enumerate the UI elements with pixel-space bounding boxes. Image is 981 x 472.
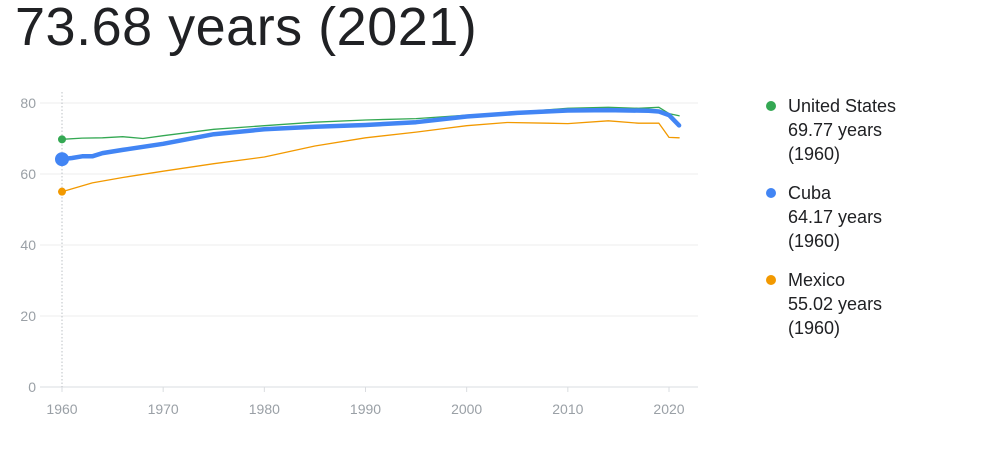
y-tick-label: 40: [20, 237, 36, 253]
legend-dot-cuba: [766, 188, 776, 198]
legend-item-mexico[interactable]: Mexico 55.02 years (1960): [766, 268, 966, 340]
page-title: 73.68 years (2021): [15, 0, 478, 57]
legend-dot-mexico: [766, 275, 776, 285]
legend-year: (1960): [788, 231, 841, 251]
x-tick-label: 2010: [552, 401, 583, 417]
legend-name: United States: [788, 96, 897, 116]
legend-item-united-states[interactable]: United States 69.77 years (1960): [766, 94, 966, 166]
hover-point-cuba: [55, 152, 69, 167]
hover-point-mexico: [58, 187, 66, 196]
y-tick-label: 20: [20, 308, 36, 324]
legend-value: 69.77 years: [788, 120, 883, 140]
series-line-cuba: [59, 107, 682, 162]
hover-point-united-states: [58, 135, 66, 144]
legend-item-cuba[interactable]: Cuba 64.17 years (1960): [766, 181, 966, 253]
y-tick-label: 60: [20, 166, 36, 182]
x-tick-label: 1980: [249, 401, 280, 417]
x-tick-label: 1970: [148, 401, 179, 417]
y-tick-label: 80: [20, 95, 36, 111]
legend-name: Mexico: [788, 270, 846, 290]
x-tick-label: 2000: [451, 401, 482, 417]
legend-value: 64.17 years: [788, 207, 883, 227]
chart-legend: United States 69.77 years (1960) Cuba 64…: [766, 94, 966, 355]
legend-dot-united-states: [766, 101, 776, 111]
legend-year: (1960): [788, 144, 841, 164]
x-tick-label: 1990: [350, 401, 381, 417]
x-tick-label: 1960: [46, 401, 77, 417]
legend-year: (1960): [788, 318, 841, 338]
series-line-mexico: [61, 120, 680, 193]
x-tick-label: 2020: [653, 401, 684, 417]
legend-name: Cuba: [788, 183, 832, 203]
line-chart[interactable]: 0 20 40 60 80 1960 1970 1980 1990 2000 2010 2020: [0, 0, 760, 472]
legend-value: 55.02 years: [788, 294, 883, 314]
y-tick-label: 0: [28, 379, 36, 395]
series-line-united-states: [61, 106, 680, 140]
